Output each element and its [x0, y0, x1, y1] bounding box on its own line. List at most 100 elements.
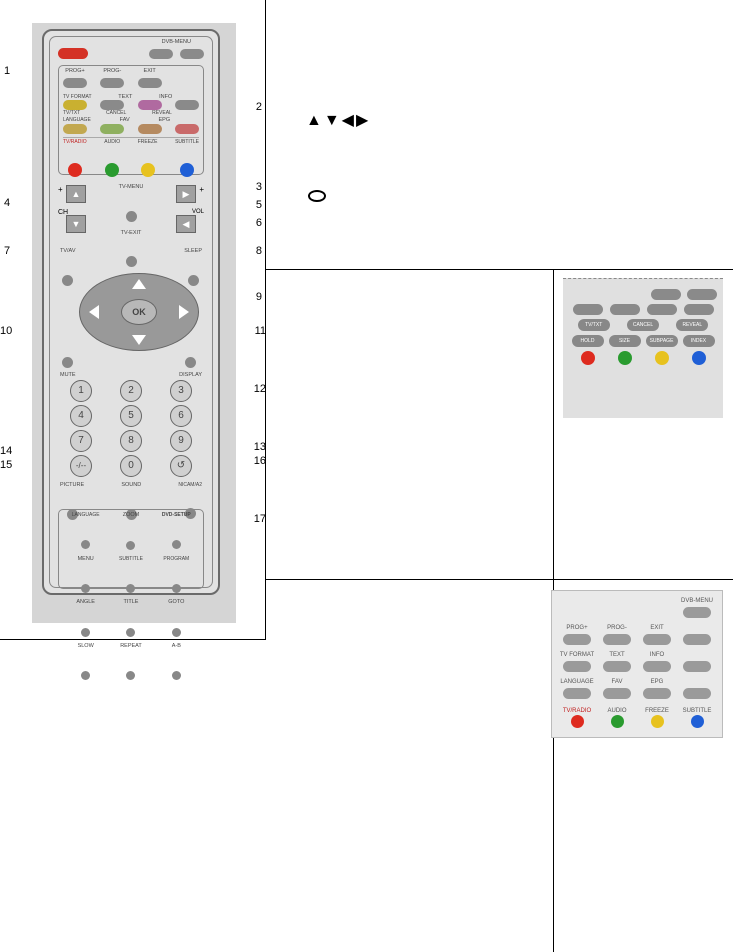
l-tvtxt: TV/TXT [63, 111, 80, 116]
callout-11: 11 [255, 325, 266, 337]
dvb-lbl-fav: FAV [597, 679, 637, 685]
btn-tvav [62, 275, 73, 286]
dot-yellow [141, 163, 155, 177]
callout-14: 14 [0, 445, 12, 457]
dot-green [105, 163, 119, 177]
btn-reveal [138, 100, 162, 110]
lbl-freeze: FREEZE [138, 140, 158, 145]
callout-6: 6 [256, 217, 262, 229]
key-8: 8 [120, 430, 142, 452]
tt-r1a [573, 304, 603, 315]
tt-yellow [655, 351, 669, 365]
lbl-picture: PICTURE [60, 483, 84, 489]
dvb-btn-info [643, 661, 671, 672]
dvb-blue [691, 715, 704, 728]
callout-16: 16 [254, 455, 266, 467]
lbl-exit: EXIT [138, 69, 162, 75]
btn-exit [138, 78, 162, 88]
callout-4: 4 [4, 197, 10, 209]
callout-8: 8 [256, 245, 262, 257]
dvb-lbl-tvr: TV/RADIO [557, 708, 597, 714]
lbl-repeat: REPEAT [108, 644, 153, 650]
dvb-lbl-info: INFO [637, 652, 677, 658]
btn-spare1 [175, 100, 199, 110]
tt-subpage: SUBPAGE [646, 335, 678, 347]
plus-right: + [199, 185, 204, 194]
dvb-btn-pm [603, 634, 631, 645]
btn-goto [172, 628, 181, 637]
tt-index: INDEX [683, 335, 715, 347]
lbl-tvav: TV/AV [60, 249, 76, 255]
lbl-program: PROGRAM [154, 557, 199, 562]
lbl-info: INFO [159, 95, 172, 101]
lbl-nicam: NICAM/A2 [178, 483, 202, 488]
tt-r1b [610, 304, 640, 315]
tt-cancel: CANCEL [627, 319, 659, 331]
btn-prog-plus [63, 78, 87, 88]
btn-zoom [126, 541, 135, 550]
lbl-slow: SLOW [63, 644, 108, 650]
lbl-prog-minus: PROG- [100, 69, 124, 75]
key-dash: -/-- [70, 455, 92, 477]
callout-17: 17 [254, 513, 266, 525]
key-5: 5 [120, 405, 142, 427]
dvb-menu-area: DVB-MENU [149, 40, 204, 64]
dvb-lbl-epg: EPG [637, 679, 677, 685]
dot-red [68, 163, 82, 177]
plus-left: + [58, 185, 63, 194]
btn-slow [81, 671, 90, 680]
vol-up: ▶ [176, 185, 196, 203]
btn-hold [63, 124, 87, 134]
dvb-btn-sp1 [683, 634, 711, 645]
btn-mute [62, 357, 73, 368]
btn-program [172, 584, 181, 593]
key-0: 0 [120, 455, 142, 477]
key-1: 1 [70, 380, 92, 402]
key-7: 7 [70, 430, 92, 452]
lbl-tvexit: TV-EXIT [108, 231, 154, 237]
dvb-btn-sp3 [683, 688, 711, 699]
dvb-lbl-lang: LANGUAGE [557, 679, 597, 685]
callout-13: 13 [254, 441, 266, 453]
tt-reveal: REVEAL [676, 319, 708, 331]
lbl-angle: ANGLE [63, 600, 108, 606]
key-2: 2 [120, 380, 142, 402]
dvb-lbl-sub: SUBTITLE [677, 708, 717, 714]
dvb-btn-sp2 [683, 661, 711, 672]
callout-9: 9 [256, 291, 262, 303]
right-row-3: DVB-MENU PROG+ PROG- EXIT TV FORMAT TEXT… [266, 580, 733, 952]
key-3: 3 [170, 380, 192, 402]
dvb-lbl-exit: EXIT [637, 625, 677, 631]
btn-tvmenu [126, 211, 137, 222]
remote-inner: DVB-MENU PROG+ PROG- EXIT x TV [49, 36, 213, 588]
btn-menu [81, 584, 90, 593]
dvb-btn-lang [563, 688, 591, 699]
dvb-lbl-pm: PROG- [597, 625, 637, 631]
btn-display [185, 357, 196, 368]
btn-prog-minus [100, 78, 124, 88]
lbl-sound: SOUND [121, 483, 141, 489]
nav-right [179, 305, 189, 319]
dvb-lbl-pp: PROG+ [557, 625, 597, 631]
dvb-btn-menu [683, 607, 711, 618]
dvd-section: LANGUAGE ZOOM DVD-SETUP MENU SUBTITLE PR… [58, 509, 204, 589]
tt-size: SIZE [609, 335, 641, 347]
numpad: 123 456 789 -/--0↺ [70, 377, 192, 480]
top-section: PROG+ PROG- EXIT x TV FORMAT TEXT INFO [58, 65, 204, 175]
teletext-panel: TV/TXT CANCEL REVEAL HOLD SIZE SUBPAGE I… [563, 278, 723, 418]
dvb-lbl-text: TEXT [597, 652, 637, 658]
remote-image: DVB-MENU PROG+ PROG- EXIT x TV [32, 23, 236, 623]
callout-5: 5 [256, 199, 262, 211]
key-6: 6 [170, 405, 192, 427]
arrow-glyphs: ▲▼◀▶ [306, 110, 370, 130]
dvb-btn-fav [603, 688, 631, 699]
key-9: 9 [170, 430, 192, 452]
lbl-sleep: SLEEP [184, 249, 202, 255]
lbl-ab: A-B [154, 644, 199, 650]
lbl-dvdsetup: DVD-SETUP [154, 513, 199, 518]
row-hold [63, 124, 199, 134]
dvb-menu-label: DVB-MENU [149, 40, 204, 46]
remote-body: DVB-MENU PROG+ PROG- EXIT x TV [42, 29, 220, 595]
lbl-prog-plus: PROG+ [63, 69, 87, 75]
row-prog: PROG+ PROG- EXIT x [63, 69, 199, 93]
